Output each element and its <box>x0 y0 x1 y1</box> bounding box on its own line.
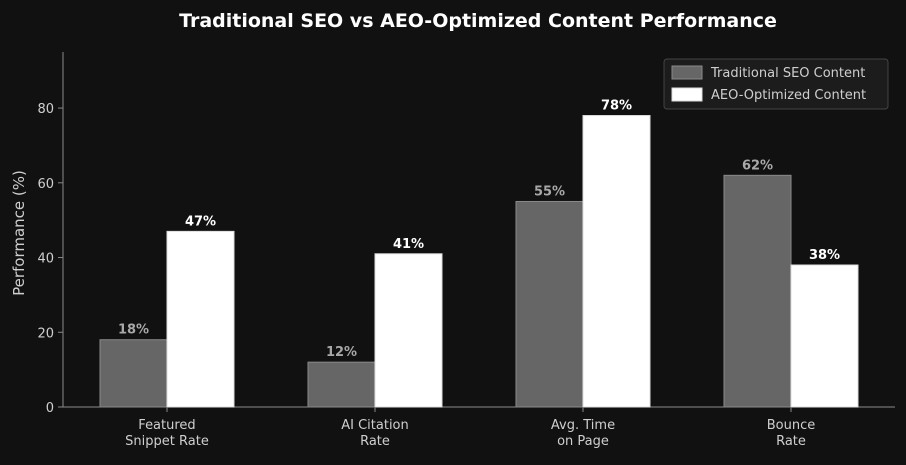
x-tick-label: on Page <box>557 434 609 449</box>
y-tick-label: 20 <box>37 326 54 341</box>
data-label: 41% <box>393 237 424 252</box>
x-tick-label: Avg. Time <box>551 418 615 433</box>
bar-traditional-seo <box>307 361 376 408</box>
bar-traditional-seo <box>99 339 168 408</box>
bar-aeo-optimized <box>166 230 235 408</box>
bar-aeo-optimized <box>790 264 859 408</box>
bar-traditional-seo <box>723 174 792 408</box>
x-tick-label: Featured <box>138 418 195 433</box>
legend-swatch <box>671 65 703 80</box>
bar-aeo-optimized <box>374 253 443 408</box>
legend-label: Traditional SEO Content <box>710 66 865 81</box>
data-label: 18% <box>118 323 149 338</box>
x-tick-label: Snippet Rate <box>125 434 209 449</box>
bar-aeo-optimized <box>582 115 651 408</box>
data-label: 62% <box>742 158 773 173</box>
y-tick-label: 60 <box>37 177 54 192</box>
data-label: 38% <box>809 248 840 263</box>
legend-label: AEO-Optimized Content <box>711 88 866 103</box>
data-label: 55% <box>534 184 565 199</box>
x-tick-label: Rate <box>776 434 806 449</box>
chart-title: Traditional SEO vs AEO-Optimized Content… <box>179 10 777 32</box>
legend-swatch <box>671 87 703 102</box>
y-tick-label: 0 <box>46 401 54 416</box>
x-tick-label: Rate <box>360 434 390 449</box>
data-label: 12% <box>326 345 357 360</box>
data-label: 78% <box>601 99 632 114</box>
legend-box <box>663 58 889 110</box>
y-axis-label: Performance (%) <box>10 170 28 296</box>
x-tick-label: Bounce <box>767 418 816 433</box>
legend: Traditional SEO Content AEO-Optimized Con… <box>663 58 889 110</box>
y-tick-label: 80 <box>37 102 54 117</box>
bar-traditional-seo <box>515 200 584 408</box>
y-tick-label: 40 <box>37 252 54 267</box>
data-label: 47% <box>185 214 216 229</box>
x-tick-label: AI Citation <box>341 418 409 433</box>
